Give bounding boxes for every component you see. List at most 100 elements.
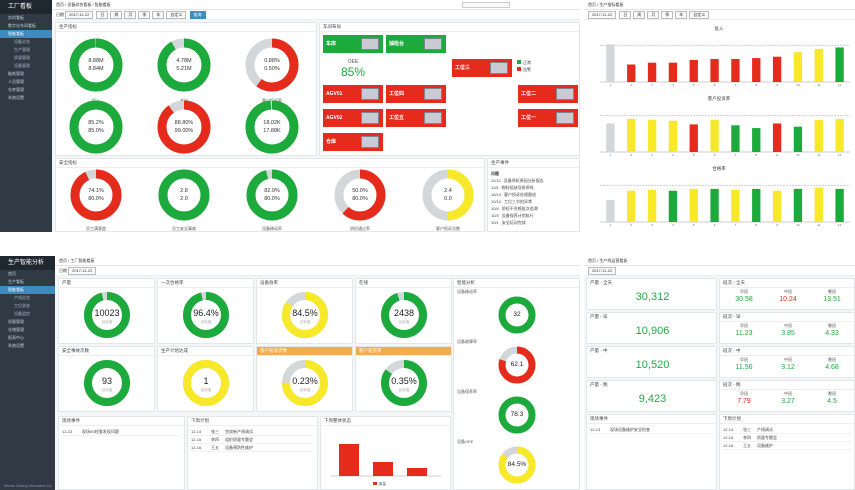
event-item[interactable]: 11/5 物料短缺导致停线 xyxy=(491,184,576,191)
date-picker[interactable]: 2017-11-22 xyxy=(68,267,97,275)
period-buttons: 日周月季年自定义 xyxy=(96,11,188,19)
kpi-card[interactable]: 客户退货率 0.35% 目标值 xyxy=(355,346,452,412)
donut-arc xyxy=(498,346,536,384)
station-tile[interactable]: 抽检台 xyxy=(386,35,446,53)
donut-top-value: 85.2% xyxy=(88,120,104,126)
kpi-card[interactable]: 在线 2438 目标值 xyxy=(355,278,452,344)
list-item[interactable]: 12-16 王五 设备预防性维护 xyxy=(191,444,314,452)
output-card[interactable]: 产量 - 中 10,520 xyxy=(586,346,717,378)
sidebar-item[interactable]: 质量管理 xyxy=(14,55,30,60)
station-tile[interactable]: 车床 xyxy=(323,35,383,53)
kpi-donut xyxy=(157,100,211,154)
period-button[interactable]: 月 xyxy=(124,11,137,19)
period-button[interactable]: 年 xyxy=(152,11,165,19)
sidebar-item[interactable]: 首页 xyxy=(8,271,16,276)
period-button[interactable]: 年 xyxy=(675,11,688,19)
kpi-card[interactable]: 客户投诉次数 0.23% 目标值 xyxy=(256,346,353,412)
list-item[interactable]: 12-16 王五 设备维护 xyxy=(723,442,851,450)
card-title: 客户投诉次数 xyxy=(257,347,352,356)
sidebar-item[interactable]: 系统设置 xyxy=(8,343,24,348)
kpi-donut xyxy=(84,360,130,406)
list-item[interactable]: 12-14 张三 产线调试 xyxy=(723,426,851,434)
sidebar-item[interactable]: 设备监控 xyxy=(14,311,30,316)
station-tile[interactable]: 工位五 xyxy=(386,109,446,127)
sidebar-item[interactable]: 智能看板 xyxy=(0,30,52,38)
sidebar-item[interactable]: 实时看板 xyxy=(8,15,24,20)
kpi-card[interactable]: 产量 10023 目标值 xyxy=(58,278,155,344)
event-item[interactable]: 11/12 设备停机原因分析报告 xyxy=(491,177,576,184)
period-button[interactable]: 月 xyxy=(647,11,660,19)
period-button[interactable]: 自定义 xyxy=(166,11,187,19)
date-picker[interactable]: 2017-11-22 xyxy=(588,267,617,275)
shift-card[interactable]: 班次 - 全天 早班 30.58 中班 10.24 晚班 13.51 xyxy=(719,278,855,310)
sidebar-item[interactable]: 能耗管理 xyxy=(8,71,24,76)
donut-bottom-value: 2.0 xyxy=(180,196,188,202)
list-item[interactable]: 12-15 李四 质量专题会 xyxy=(723,434,851,442)
sidebar-item[interactable]: 数字化车间看板 xyxy=(8,23,36,28)
kpi-card[interactable]: 一次合格率 96.4% 目标值 xyxy=(157,278,254,344)
period-button[interactable]: 季 xyxy=(661,11,674,19)
list-item[interactable]: 12-13 现场5S检查发现问题 xyxy=(62,428,181,436)
sidebar-item[interactable]: 生产管理 xyxy=(14,47,30,52)
station-tile[interactable]: 工位二 xyxy=(518,85,578,103)
period-button[interactable]: 自定义 xyxy=(689,11,710,19)
date-picker[interactable]: 2017-11-22 xyxy=(65,11,94,19)
event-item[interactable]: 10/1 安全培训完成 xyxy=(491,219,576,226)
station-tile[interactable]: 工位一 xyxy=(518,109,578,127)
list-item[interactable]: 12-14 张三 完成新产线调试 xyxy=(191,428,314,436)
event-item[interactable]: 10/3 设备保养计划执行 xyxy=(491,212,576,219)
event-date: 10/4 xyxy=(491,206,499,211)
date-picker[interactable]: 2017-11-22 xyxy=(588,11,617,19)
events-list: 12-13 现场5S检查发现问题 xyxy=(59,426,184,438)
period-button[interactable]: 季 xyxy=(138,11,151,19)
sidebar-item[interactable]: 报表中心 xyxy=(8,335,24,340)
event-item[interactable]: 10/14 客户投诉处理跟进 xyxy=(491,191,576,198)
tick-label: 2 xyxy=(630,223,632,227)
donut-arc xyxy=(422,169,474,221)
list-item[interactable]: 12-15 李四 组织质量专题会 xyxy=(191,436,314,444)
sidebar-item[interactable]: 人员管理 xyxy=(8,79,24,84)
list-item[interactable]: 12-13 现场设备维护安全检查 xyxy=(590,426,713,434)
events-list: 11/12 设备停机原因分析报告 11/5 物料短缺导致停线 10/14 客户投诉处理跟进… xyxy=(491,177,576,226)
search-input[interactable] xyxy=(462,2,510,8)
sidebar-item[interactable]: 设备管理 xyxy=(14,63,30,68)
station-tile[interactable]: 工位三 xyxy=(452,59,512,77)
donut-bottom-value: 80.0% xyxy=(88,196,104,202)
kpi-donut xyxy=(381,292,427,338)
shift-card[interactable]: 班次 - 早早班 11.23 中班 3.85 晚班 4.33 xyxy=(719,312,855,344)
kpi-card[interactable]: 安全事故次数 93 目标值 xyxy=(58,346,155,412)
period-button[interactable]: 周 xyxy=(633,11,646,19)
kpi-card[interactable]: 生产计划达成 1 目标值 xyxy=(157,346,254,412)
sidebar-item[interactable]: 生产看板 xyxy=(8,279,24,284)
period-button[interactable]: 日 xyxy=(96,11,109,19)
sidebar-item[interactable]: 仓库管理 xyxy=(8,87,24,92)
output-card[interactable]: 产量 - 早 10,906 xyxy=(586,312,717,344)
query-button[interactable]: 查询 xyxy=(189,11,206,19)
shift-card[interactable]: 班次 - 晚早班 7.79 中班 3.27 晚班 4.5 xyxy=(719,380,855,412)
period-button[interactable]: 日 xyxy=(619,11,632,19)
station-tile[interactable]: AGV02 xyxy=(323,109,383,127)
sidebar-item[interactable]: 质量管理 xyxy=(8,319,24,324)
sidebar-item[interactable]: 智能看板 xyxy=(0,286,55,294)
period-button[interactable]: 周 xyxy=(110,11,123,19)
output-card[interactable]: 产量 - 晚 9,423 xyxy=(586,380,717,412)
event-item[interactable]: 10/4 质检不合格批次追溯 xyxy=(491,205,576,212)
kpi-card[interactable]: 设备效率 84.5% 目标值 xyxy=(256,278,353,344)
side-donut-value: 62.1 xyxy=(510,361,524,368)
output-card[interactable]: 产量 - 全天 30,312 xyxy=(586,278,717,310)
sidebar-item[interactable]: 产线总览 xyxy=(14,295,30,300)
station-tile[interactable]: AGV01 xyxy=(323,85,383,103)
station-tile[interactable]: 工位四 xyxy=(386,85,446,103)
sidebar-menu: 实时看板数字化车间看板智能看板 设备总览生产管理质量管理设备管理能耗管理人员管理仓… xyxy=(0,14,52,102)
event-item[interactable]: 10/12 工位三节拍异常 xyxy=(491,198,576,205)
bar xyxy=(752,188,761,222)
sidebar-item[interactable]: 工位状态 xyxy=(14,303,30,308)
sidebar-item[interactable]: 系统设置 xyxy=(8,95,24,100)
shift-card[interactable]: 班次 - 中早班 11.56 中班 3.12 晚班 4.68 xyxy=(719,346,855,378)
event-date: 11/12 xyxy=(491,178,501,183)
sidebar-item[interactable]: 仓储管理 xyxy=(8,327,24,332)
sidebar-item[interactable]: 设备总览 xyxy=(14,39,30,44)
tick-label: 8 xyxy=(755,153,757,157)
station-tile[interactable]: 仓库 xyxy=(323,133,383,151)
machine-icon xyxy=(490,62,508,74)
